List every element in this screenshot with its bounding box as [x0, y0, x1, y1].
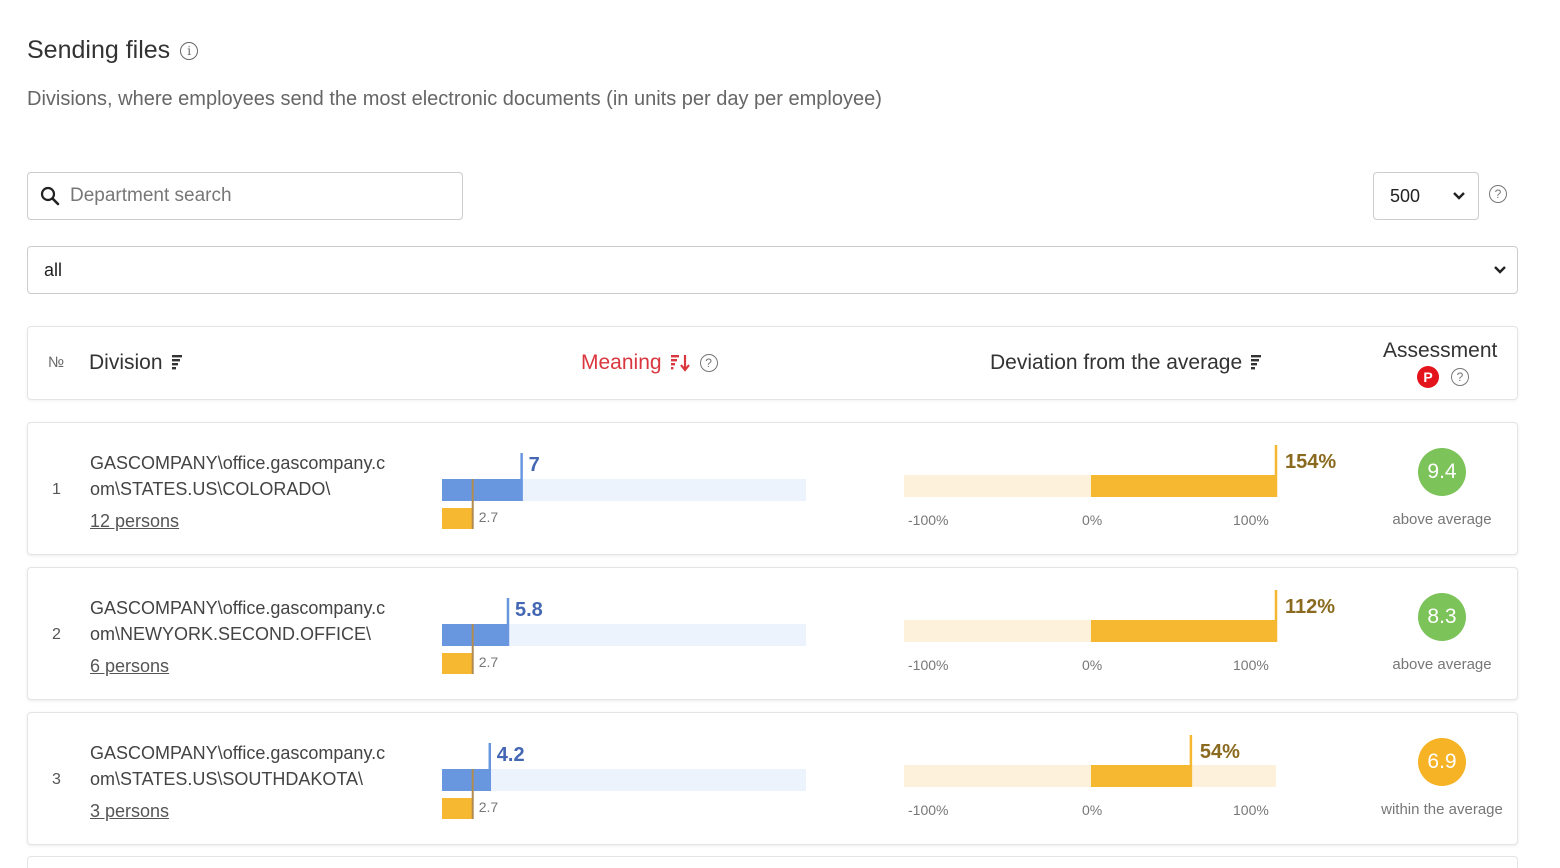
deviation-bar	[1091, 765, 1191, 787]
table-row: 1 GASCOMPANY\office.gascompany.c om\STATES…	[27, 422, 1518, 555]
average-label: 2.7	[479, 654, 499, 670]
meaning-help-icon[interactable]: ?	[699, 354, 718, 372]
average-bar	[442, 798, 473, 819]
column-meaning-label: Meaning	[581, 351, 662, 374]
deviation-bar	[1091, 620, 1276, 642]
column-division-label: Division	[89, 351, 163, 374]
persons-link[interactable]: 12 persons	[90, 511, 180, 531]
assessment-label: within the average	[1381, 801, 1503, 818]
chevron-down-icon	[1453, 192, 1465, 200]
axis-label-100: 100%	[1233, 657, 1269, 673]
column-deviation-header[interactable]: Deviation from the average	[990, 351, 1262, 375]
axis-label-zero: 0%	[1082, 657, 1102, 673]
deviation-label: 112%	[1285, 596, 1335, 618]
value-bar-track	[442, 479, 806, 501]
value-label: 7	[529, 454, 540, 476]
page-subtitle: Divisions, where employees send the most…	[27, 88, 882, 110]
score-badge: 8.3	[1418, 593, 1466, 641]
sort-icon[interactable]	[171, 354, 183, 372]
value-bar	[442, 479, 522, 501]
assessment-label: above average	[1392, 656, 1492, 673]
value-bar	[442, 769, 490, 791]
filter-value: all	[44, 259, 63, 280]
average-label: 2.7	[479, 799, 499, 815]
row-charts: 4.2 2.7 54% -100% 0% 100%	[442, 735, 1276, 819]
division-name-line2: om\STATES.US\SOUTHDAKOTA\	[90, 769, 364, 789]
table-row: 3 GASCOMPANY\office.gascompany.c om\STATES…	[27, 712, 1518, 845]
page-size-help-icon[interactable]: ?	[1489, 185, 1507, 203]
sort-icon[interactable]	[1250, 354, 1262, 372]
score-badge: 6.9	[1418, 738, 1466, 786]
assessment-help-icon[interactable]: ?	[1451, 368, 1469, 386]
assessment-label: above average	[1392, 511, 1492, 528]
axis-label-zero: 0%	[1082, 512, 1102, 528]
deviation-bar	[1091, 475, 1276, 497]
value-bar	[442, 624, 508, 646]
row-number: 2	[52, 626, 61, 643]
score-badge: 9.4	[1418, 448, 1466, 496]
division-name-line1: GASCOMPANY\office.gascompany.c	[90, 453, 386, 473]
persons-link[interactable]: 6 persons	[90, 656, 170, 676]
axis-label-minus100: -100%	[908, 802, 948, 818]
table-row-partial	[27, 856, 1518, 868]
column-division-header[interactable]: Division	[89, 351, 183, 375]
column-meaning-header[interactable]: Meaning ?	[581, 351, 718, 375]
search-icon	[40, 186, 60, 206]
column-deviation-label: Deviation from the average	[990, 351, 1243, 374]
filter-select[interactable]: all	[27, 246, 1518, 294]
info-icon[interactable]: i	[180, 41, 199, 60]
department-search[interactable]	[27, 172, 463, 220]
average-label: 2.7	[479, 509, 499, 525]
row-number: 3	[52, 771, 61, 788]
deviation-label: 54%	[1200, 741, 1240, 763]
page-size-value: 500	[1390, 185, 1421, 206]
axis-label-minus100: -100%	[908, 512, 948, 528]
value-bar-track	[442, 769, 806, 791]
column-assessment-header[interactable]: Assessment	[1383, 339, 1498, 362]
average-bar	[442, 653, 473, 674]
chevron-down-icon	[1494, 266, 1506, 274]
page-title-row: Sending files i	[27, 36, 199, 65]
table-header: № Division Meaning ? Deviation from the …	[27, 326, 1518, 400]
axis-label-zero: 0%	[1082, 802, 1102, 818]
axis-label-100: 100%	[1233, 802, 1269, 818]
column-number-header: №	[48, 354, 65, 371]
page-size-select[interactable]: 500	[1373, 172, 1479, 220]
page-title: Sending files	[27, 36, 171, 64]
average-bar	[442, 508, 473, 529]
axis-label-100: 100%	[1233, 512, 1269, 528]
table-row: 2 GASCOMPANY\office.gascompany.c om\NEWYOR…	[27, 567, 1518, 700]
row-charts: 5.8 2.7 112% -100% 0% 100%	[442, 590, 1335, 674]
sort-descending-icon[interactable]	[670, 354, 690, 372]
division-name-line2: om\STATES.US\COLORADO\	[90, 479, 331, 499]
value-label: 5.8	[515, 599, 543, 621]
row-number: 1	[52, 481, 61, 498]
deviation-bar-track	[904, 765, 1276, 787]
value-label: 4.2	[497, 744, 525, 766]
axis-label-minus100: -100%	[908, 657, 948, 673]
department-search-input[interactable]	[70, 185, 430, 207]
division-name-line1: GASCOMPANY\office.gascompany.c	[90, 743, 386, 763]
value-bar-track	[442, 624, 806, 646]
division-name-line2: om\NEWYORK.SECOND.OFFICE\	[90, 624, 372, 644]
deviation-label: 154%	[1285, 451, 1336, 473]
persons-link[interactable]: 3 persons	[90, 801, 170, 821]
assessment-badge[interactable]: P	[1417, 366, 1439, 388]
row-charts: 7 2.7 154% -100% 0% 100%	[442, 445, 1336, 529]
division-name-line1: GASCOMPANY\office.gascompany.c	[90, 598, 386, 618]
